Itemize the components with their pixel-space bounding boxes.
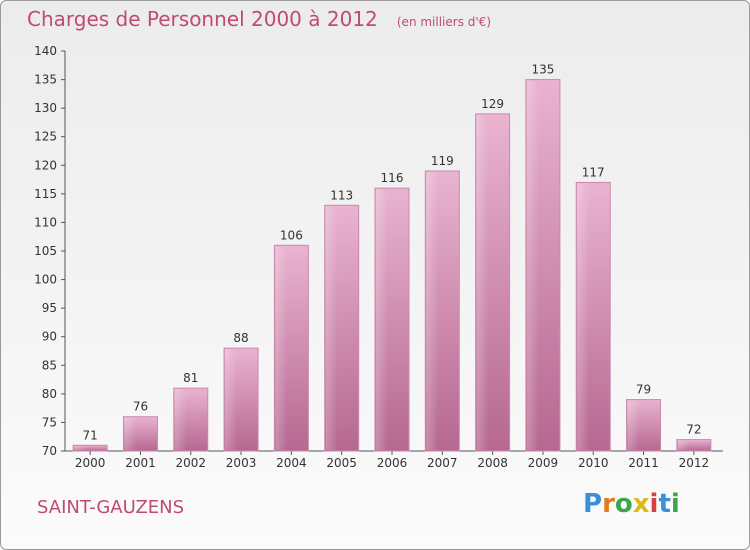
y-tick-label: 130 [34,101,57,115]
logo-letter: r [602,489,615,519]
x-tick-label: 2000 [75,456,106,470]
bar-highlight [577,183,590,450]
y-tick-label: 110 [34,215,57,229]
bar-highlight [74,446,87,450]
bar-highlight [627,400,640,450]
title-row: Charges de Personnel 2000 à 2012 (en mil… [27,7,491,31]
data-label: 106 [280,228,303,242]
x-tick-label: 2001 [125,456,156,470]
bar-highlight [225,349,237,450]
y-tick-label: 85 [42,358,57,372]
data-label: 81 [183,371,198,385]
y-tick-label: 135 [34,73,57,87]
bar-highlight [476,114,489,450]
bar-highlight [174,389,187,450]
y-tick-label: 80 [42,387,57,401]
logo-letter: P [583,489,603,519]
y-tick-label: 115 [34,187,57,201]
x-tick-label: 2009 [528,456,559,470]
x-tick-label: 2006 [377,456,408,470]
bar-highlight [526,80,539,451]
bar [676,439,712,452]
data-label: 72 [686,423,701,437]
y-tick-label: 125 [34,130,57,144]
chart-title: Charges de Personnel 2000 à 2012 [27,7,378,31]
data-label: 113 [330,188,353,202]
logo-letter: t [658,489,671,519]
logo-letter: x [632,489,650,519]
bar-highlight [325,206,338,450]
x-tick-label: 2005 [326,456,357,470]
x-tick-label: 2010 [578,456,609,470]
y-tick-label: 140 [34,44,57,58]
bar-highlight [376,189,388,450]
bar [72,444,108,452]
y-tick-label: 90 [42,330,57,344]
data-label: 116 [381,171,404,185]
y-tick-label: 70 [42,444,57,458]
x-tick-label: 2011 [628,456,659,470]
commune-name: SAINT-GAUZENS [37,497,185,518]
y-tick-label: 120 [34,158,57,172]
chart-subtitle: (en milliers d'€) [396,15,491,29]
data-label: 129 [481,97,504,111]
bar-highlight [124,417,137,450]
bar-highlight [426,172,439,450]
x-tick-label: 2004 [276,456,307,470]
x-tick-label: 2008 [477,456,508,470]
data-label: 135 [531,63,554,77]
y-tick-label: 75 [42,415,57,429]
x-tick-label: 2007 [427,456,458,470]
data-label: 117 [582,165,605,179]
logo-letter: i [670,489,680,519]
x-tick-label: 2002 [175,456,206,470]
data-label: 71 [83,428,98,442]
data-label: 76 [133,400,148,414]
logo-letter: i [649,489,659,519]
data-label: 88 [233,331,248,345]
x-tick-label: 2003 [226,456,257,470]
bar-highlight [677,440,690,450]
y-tick-label: 100 [34,273,57,287]
data-label: 79 [636,383,651,397]
logo-letter: o [614,489,633,519]
proxiti-logo: Proxiti [583,489,680,519]
bar-highlight [275,246,288,450]
y-tick-label: 95 [42,301,57,315]
x-tick-label: 2012 [679,456,710,470]
y-tick-label: 105 [34,244,57,258]
data-label: 119 [431,154,454,168]
